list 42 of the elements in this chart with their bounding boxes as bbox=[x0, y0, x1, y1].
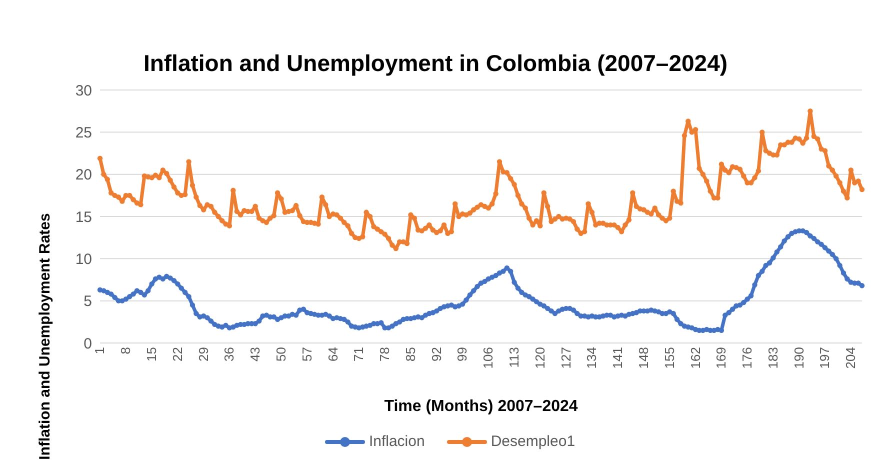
x-tick-label: 71 bbox=[351, 347, 366, 362]
x-tick-label: 162 bbox=[688, 347, 703, 369]
x-tick-label: 148 bbox=[636, 347, 651, 369]
x-tick-label: 36 bbox=[222, 347, 237, 362]
x-tick-label: 155 bbox=[662, 347, 677, 369]
x-tick-label: 15 bbox=[144, 347, 160, 362]
y-tick-label: 0 bbox=[84, 335, 92, 352]
legend-label: Desempleo1 bbox=[490, 433, 576, 450]
x-tick-label: 204 bbox=[843, 347, 858, 369]
x-tick-label: 78 bbox=[377, 347, 392, 362]
x-tick-label: 176 bbox=[740, 347, 755, 369]
x-tick-label: 106 bbox=[480, 347, 496, 369]
x-tick-label: 8 bbox=[118, 347, 134, 354]
legend-label: Inflacion bbox=[368, 433, 425, 450]
x-tick-label: 57 bbox=[299, 347, 314, 362]
x-tick-label: 1 bbox=[92, 347, 108, 354]
x-tick-label: 50 bbox=[273, 347, 288, 362]
x-tick-label: 92 bbox=[428, 347, 444, 362]
x-tick-label: 127 bbox=[558, 347, 574, 369]
x-tick-label: 99 bbox=[454, 347, 470, 362]
y-tick-label: 10 bbox=[75, 250, 92, 268]
x-tick-label: 197 bbox=[817, 347, 832, 369]
x-tick-label: 141 bbox=[610, 347, 626, 369]
x-tick-label: 85 bbox=[402, 347, 418, 362]
y-tick-label: 20 bbox=[75, 166, 92, 184]
x-tick-label: 169 bbox=[714, 347, 729, 369]
x-tick-label: 22 bbox=[170, 347, 185, 362]
y-tick-label: 25 bbox=[75, 124, 92, 142]
y-tick-label: 30 bbox=[75, 82, 92, 100]
x-tick-label: 43 bbox=[248, 347, 263, 362]
x-tick-label: 120 bbox=[532, 347, 548, 369]
y-axis-title: Inflation and Unemployment Rates bbox=[36, 213, 54, 460]
x-axis-title: Time (Months) 2007–2024 bbox=[384, 398, 578, 415]
x-tick-label: 64 bbox=[325, 347, 340, 362]
x-tick-label: 29 bbox=[196, 347, 211, 362]
chart-title: Inflation and Unemployment in Colombia (2007–2024) bbox=[142, 50, 729, 77]
x-tick-label: 183 bbox=[765, 347, 780, 369]
x-tick-label: 190 bbox=[791, 347, 806, 369]
x-tick-label: 113 bbox=[506, 347, 522, 368]
x-tick-label: 134 bbox=[584, 347, 600, 369]
y-tick-label: 15 bbox=[75, 208, 92, 226]
y-tick-label: 5 bbox=[84, 293, 92, 310]
